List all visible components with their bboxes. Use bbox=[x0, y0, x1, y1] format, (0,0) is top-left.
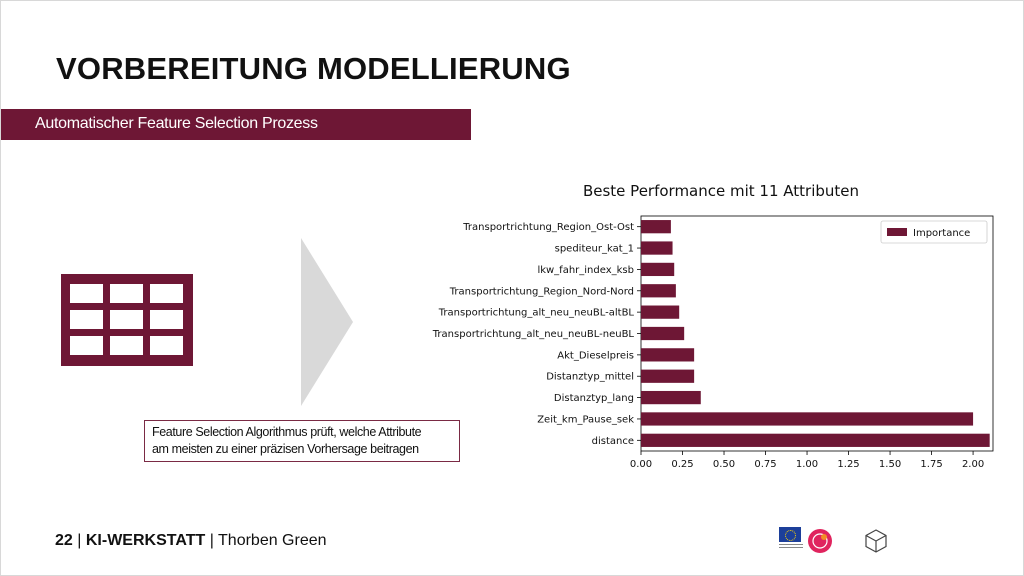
y-tick-label-10: distance bbox=[592, 436, 634, 447]
bar-6 bbox=[641, 348, 695, 362]
section-banner: Automatischer Feature Selection Prozess bbox=[1, 109, 471, 140]
legend-box bbox=[880, 220, 988, 244]
partner-logo-icon bbox=[808, 529, 832, 553]
footer-separator-2: | bbox=[209, 532, 214, 549]
legend-swatch bbox=[887, 228, 907, 236]
chart-title: Beste Performance mit 11 Attributen bbox=[583, 182, 859, 200]
x-tick-label-3: 0.75 bbox=[754, 459, 776, 470]
y-tick-label-1: spediteur_kat_1 bbox=[555, 244, 634, 255]
triangle-arrow-icon bbox=[301, 238, 353, 406]
bar-3 bbox=[641, 284, 676, 298]
note-line-2: am meisten zu einer präzisen Vorhersage … bbox=[152, 442, 419, 456]
y-tick-label-3: Transportrichtung_Region_Nord-Nord bbox=[449, 286, 634, 297]
eu-caption-icon bbox=[779, 544, 803, 552]
bar-0 bbox=[641, 220, 671, 234]
y-tick-label-2: lkw_fahr_index_ksb bbox=[537, 265, 634, 276]
feature-importance-chart: Beste Performance mit 11 Attributen Tran… bbox=[432, 182, 994, 470]
bar-4 bbox=[641, 305, 680, 319]
y-tick-label-7: Distanztyp_mittel bbox=[546, 372, 634, 383]
y-tick-label-5: Transportrichtung_alt_neu_neuBL-neuBL bbox=[432, 329, 635, 340]
bar-2 bbox=[641, 262, 675, 277]
footer-separator-1: | bbox=[77, 532, 82, 549]
x-tick-label-2: 0.50 bbox=[713, 459, 735, 470]
x-tick-label-6: 1.50 bbox=[879, 459, 901, 470]
bar-1 bbox=[641, 241, 673, 255]
bar-10 bbox=[641, 433, 990, 447]
x-tick-label-1: 0.25 bbox=[671, 459, 693, 470]
bar-8 bbox=[641, 390, 701, 405]
footer-brand: KI-WERKSTATT bbox=[85, 532, 206, 549]
slide-title: VORBEREITUNG MODELLIERUNG bbox=[56, 51, 571, 86]
footer-author: Thorben Green bbox=[218, 532, 327, 549]
y-tick-label-4: Transportrichtung_alt_neu_neuBL-altBL bbox=[438, 308, 635, 319]
y-tick-label-6: Akt_Dieselpreis bbox=[557, 350, 634, 361]
bar-9 bbox=[641, 412, 974, 426]
note-line-1: Feature Selection Algorithmus prüft, wel… bbox=[152, 425, 422, 439]
feature-selection-note: Feature Selection Algorithmus prüft, wel… bbox=[144, 420, 460, 462]
eu-flag-icon bbox=[779, 527, 801, 542]
y-tick-label-8: Distanztyp_lang bbox=[554, 393, 634, 404]
bar-7 bbox=[641, 369, 695, 383]
x-tick-label-4: 1.00 bbox=[796, 459, 818, 470]
y-tick-label-9: Zeit_km_Pause_sek bbox=[537, 414, 634, 425]
x-tick-label-7: 1.75 bbox=[920, 459, 942, 470]
y-tick-label-0: Transportrichtung_Region_Ost-Ost bbox=[462, 222, 634, 233]
cube-icon bbox=[865, 529, 887, 553]
legend-label: Importance bbox=[913, 228, 970, 239]
x-tick-label-0: 0.00 bbox=[630, 459, 652, 470]
x-tick-label-8: 2.00 bbox=[962, 459, 984, 470]
section-banner-label: Automatischer Feature Selection Prozess bbox=[35, 115, 318, 132]
x-tick-label-5: 1.25 bbox=[837, 459, 859, 470]
footer: 22 | KI-WERKSTATT | Thorben Green bbox=[55, 532, 327, 550]
bar-5 bbox=[641, 326, 685, 341]
page-number: 22 bbox=[55, 532, 73, 549]
table-icon bbox=[61, 274, 193, 366]
